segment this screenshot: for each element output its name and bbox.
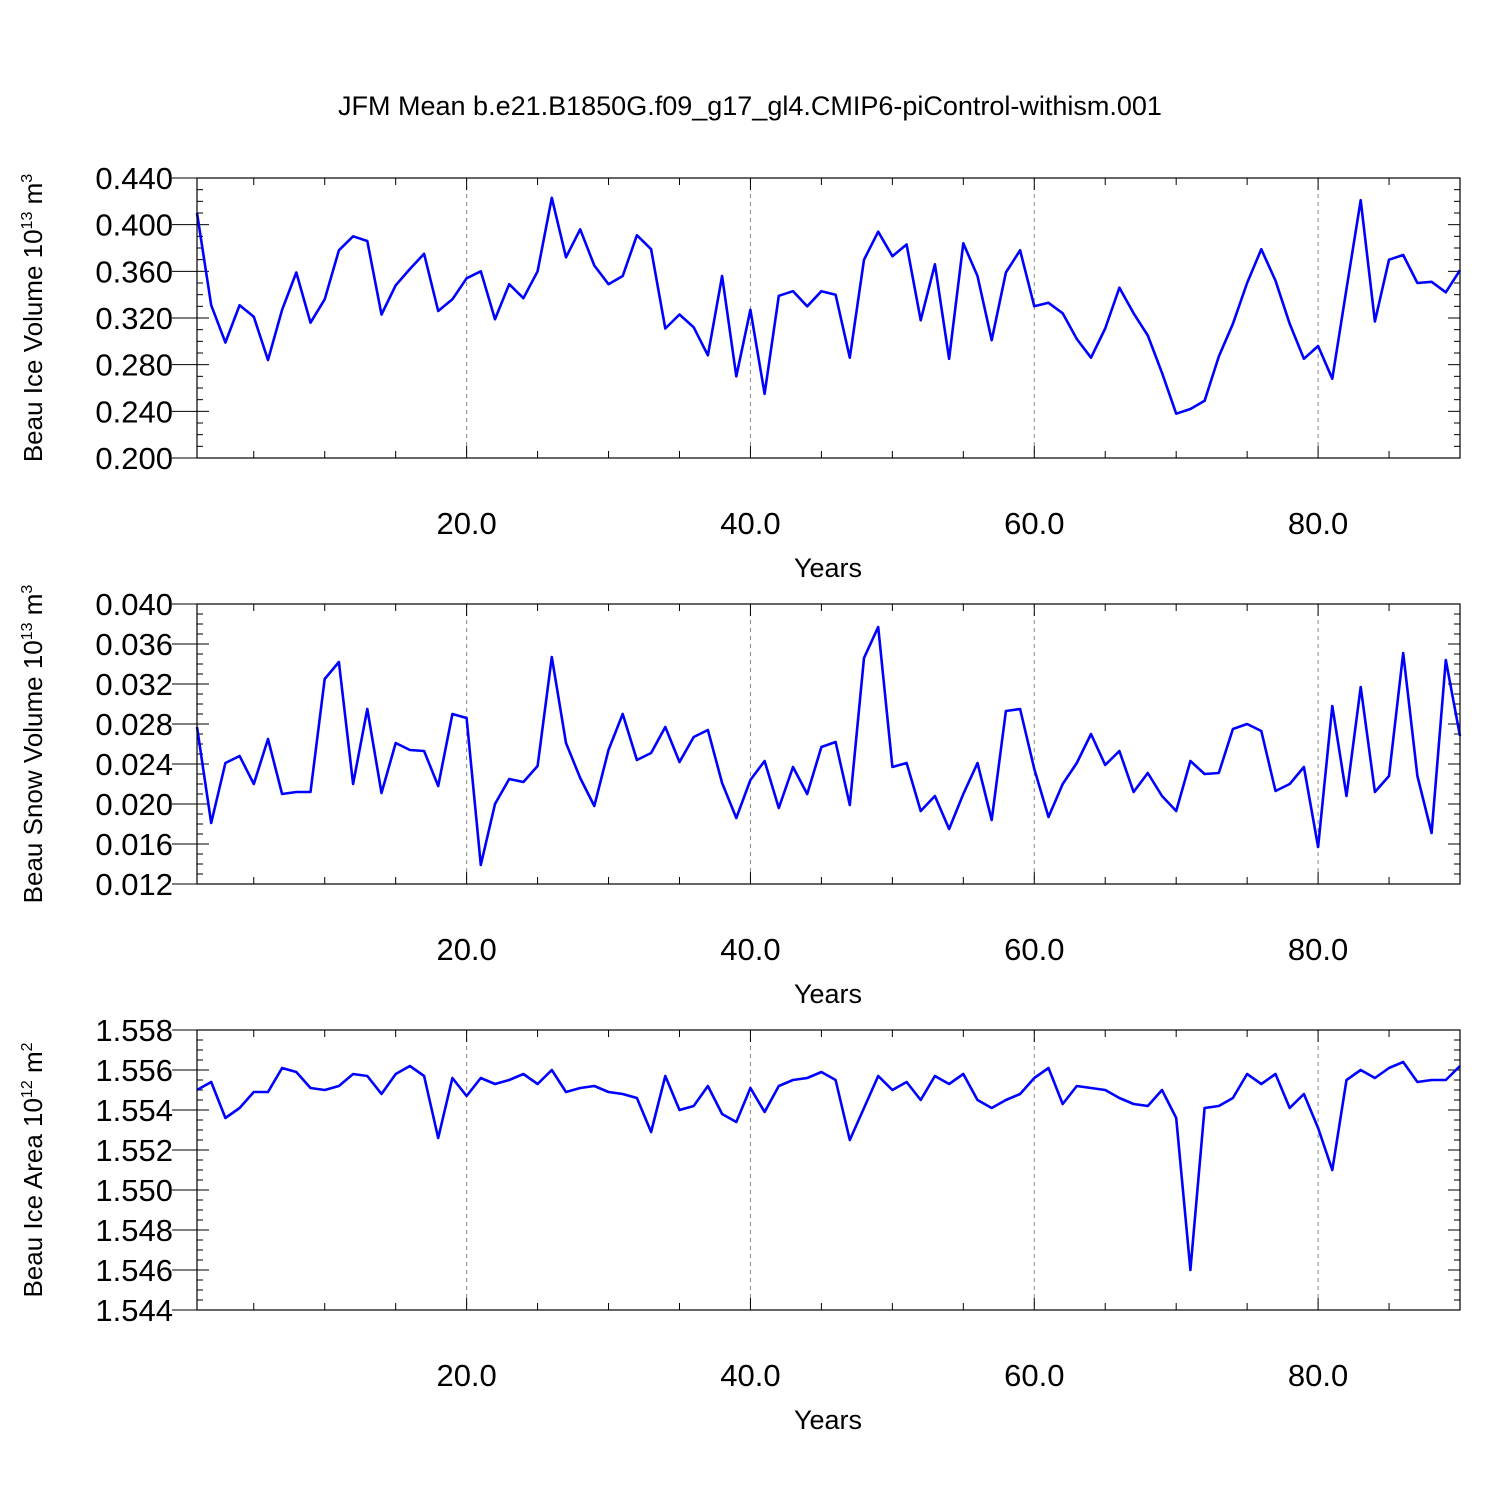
x-tick-label: 60.0 [1004,506,1064,541]
y-tick-label: 0.240 [95,394,173,429]
series-line [195,196,1462,416]
x-tick-label: 20.0 [436,932,496,967]
chart-panel-1: 0.200 0.240 0.280 0.320 0.360 0.400 0.440 20.0 4… [18,161,1462,583]
y-tick-label: 0.016 [95,827,173,862]
y-tick-label: 1.546 [95,1253,173,1288]
chart-title: JFM Mean b.e21.B1850G.f09_g17_gl4.CMIP6-… [338,91,1162,121]
y-tick-label: 0.320 [95,301,173,336]
y-tick-label: 0.036 [95,627,173,662]
x-tick-label: 60.0 [1004,932,1064,967]
y-axis-label: Beau Snow Volume 1013 m3 [18,585,48,904]
x-tick-label: 80.0 [1288,932,1348,967]
y-tick-label: 1.548 [95,1213,173,1248]
x-tick-label: 40.0 [720,506,780,541]
y-tick-label: 1.550 [95,1173,173,1208]
y-tick-label: 0.028 [95,707,173,742]
plot-frame [196,1029,1461,1311]
chart-panel-2: 0.012 0.016 0.020 0.024 0.028 0.032 0.036 0.040… [18,585,1462,1009]
y-axis-label: Beau Ice Area 1012 m2 [18,1042,48,1297]
y-tick-label: 0.360 [95,254,173,289]
x-axis-label: Years [794,979,862,1009]
y-axis-label: Beau Ice Volume 1013 m3 [18,174,48,462]
y-tick-label: 1.554 [95,1093,173,1128]
chart-panel-3: 1.544 1.546 1.548 1.550 1.552 1.554 1.556 1.558… [18,1013,1461,1435]
plot-frame [196,603,1461,885]
y-tick-label: 1.552 [95,1133,173,1168]
x-tick-label: 20.0 [436,1358,496,1393]
x-tick-label: 80.0 [1288,1358,1348,1393]
x-tick-label: 80.0 [1288,506,1348,541]
plot-frame [196,177,1461,459]
x-tick-label: 60.0 [1004,1358,1064,1393]
series-line [196,1060,1461,1272]
x-tick-label: 40.0 [720,932,780,967]
x-tick-label: 40.0 [720,1358,780,1393]
y-tick-label: 0.200 [95,441,173,476]
series-line [195,625,1462,867]
y-tick-label: 0.012 [95,867,173,902]
y-tick-label: 0.400 [95,208,173,243]
y-tick-label: 0.020 [95,787,173,822]
x-tick-label: 20.0 [436,506,496,541]
y-tick-label: 0.280 [95,348,173,383]
y-tick-label: 0.024 [95,747,173,782]
y-tick-label: 0.440 [95,161,173,196]
y-tick-label: 0.040 [95,587,173,622]
y-tick-label: 1.544 [95,1293,173,1328]
y-tick-label: 1.556 [95,1053,173,1088]
y-tick-label: 1.558 [95,1013,173,1048]
x-axis-label: Years [794,1405,862,1435]
y-tick-label: 0.032 [95,667,173,702]
x-axis-label: Years [794,553,862,583]
